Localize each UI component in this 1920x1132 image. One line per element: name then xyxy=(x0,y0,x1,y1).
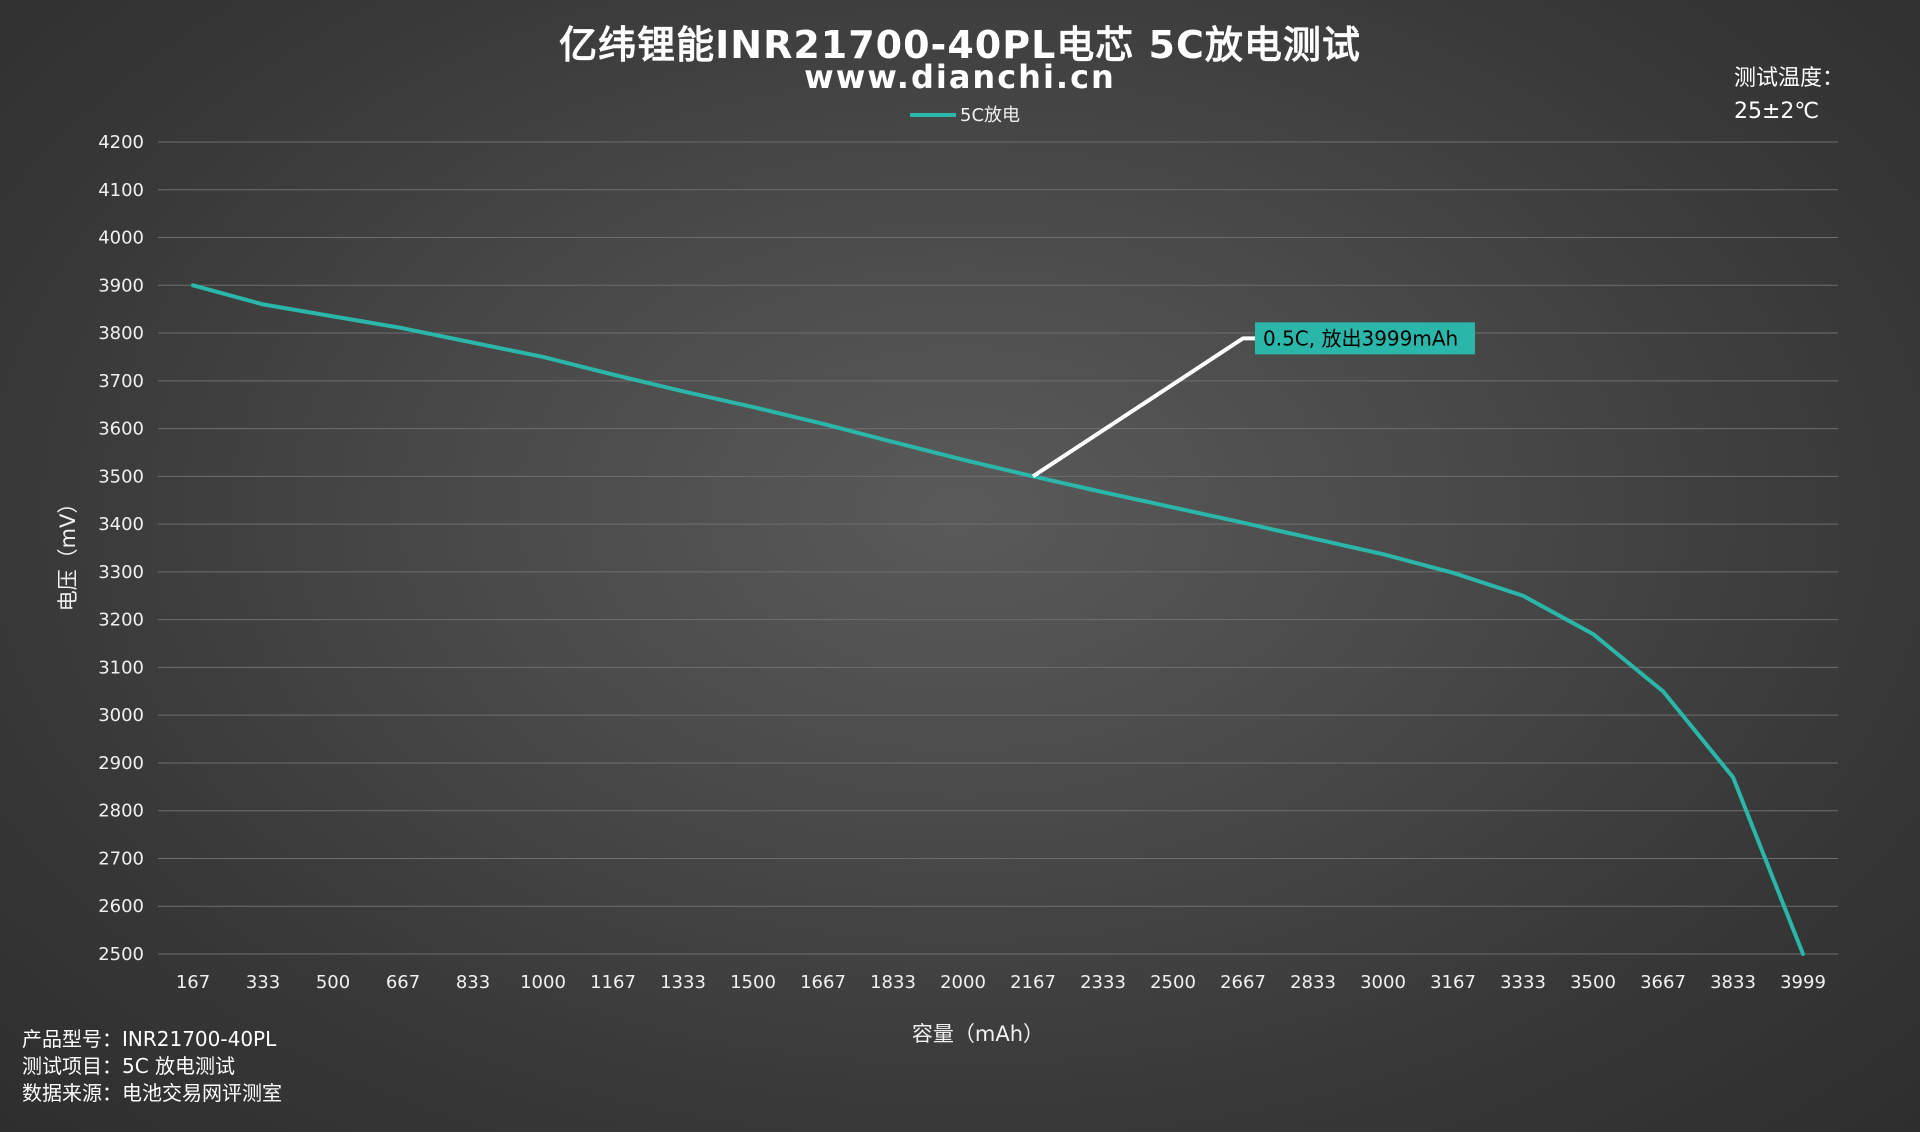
x-tick-label: 167 xyxy=(176,972,210,993)
x-tick-label: 3999 xyxy=(1780,972,1826,993)
x-tick-label: 3500 xyxy=(1570,972,1616,993)
legend-label: 5C放电 xyxy=(960,105,1020,126)
y-axis-title: 电压（mV） xyxy=(56,493,80,612)
x-tick-label: 2000 xyxy=(940,972,986,993)
y-tick-label: 2800 xyxy=(98,801,144,822)
x-tick-label: 2167 xyxy=(1010,972,1056,993)
x-tick-label: 3333 xyxy=(1500,972,1546,993)
grid-lines xyxy=(158,141,1838,955)
chart-title: 亿纬锂能INR21700-40PL电芯 5C放电测试 xyxy=(559,23,1361,67)
y-tick-label: 2700 xyxy=(98,848,144,869)
annotation-box xyxy=(1255,322,1475,355)
y-tick-label: 3400 xyxy=(98,514,144,535)
chart-subtitle: www.dianchi.cn xyxy=(804,58,1116,96)
x-tick-label: 1500 xyxy=(730,972,776,993)
x-tick-label: 2667 xyxy=(1220,972,1266,993)
y-tick-label: 4100 xyxy=(98,180,144,201)
y-tick-label: 3500 xyxy=(98,466,144,487)
x-tick-label: 1667 xyxy=(800,972,846,993)
temperature-label: 测试温度： xyxy=(1733,66,1844,91)
y-axis-ticks: 2500 2600 2700 2800 2900 3000 3100 3200 3300 3400… xyxy=(98,132,144,965)
x-tick-label: 1167 xyxy=(590,972,636,993)
temperature-note: 测试温度： 25±2℃ xyxy=(1734,62,1844,128)
y-tick-label: 2600 xyxy=(98,896,144,917)
footer-data-source: 数据来源：电池交易网评测室 xyxy=(22,1081,282,1105)
x-tick-label: 1000 xyxy=(520,972,566,993)
y-tick-label: 3200 xyxy=(98,610,144,631)
y-tick-label: 3000 xyxy=(98,705,144,726)
footer-info: 产品型号：INR21700-40PL 测试项目：5C 放电测试 数据来源：电池交… xyxy=(22,1026,282,1107)
x-tick-label: 2333 xyxy=(1080,972,1126,993)
y-tick-label: 4000 xyxy=(98,228,144,249)
x-tick-label: 500 xyxy=(316,972,350,993)
y-tick-label: 3900 xyxy=(98,275,144,296)
x-tick-label: 2833 xyxy=(1290,972,1336,993)
y-tick-label: 3800 xyxy=(98,323,144,344)
x-tick-label: 3833 xyxy=(1710,972,1756,993)
annotation-layer: 0.5C, 放出3999mAh xyxy=(1031,322,1475,479)
y-tick-label: 3100 xyxy=(98,657,144,678)
x-tick-label: 667 xyxy=(386,972,420,993)
x-tick-label: 333 xyxy=(246,972,280,993)
x-tick-label: 833 xyxy=(456,972,490,993)
series-layer xyxy=(191,283,1805,956)
x-tick-label: 3167 xyxy=(1430,972,1476,993)
y-tick-label: 3700 xyxy=(98,371,144,392)
x-tick-label: 1833 xyxy=(870,972,916,993)
footer-test-item: 测试项目：5C 放电测试 xyxy=(22,1054,236,1078)
footer-product-model: 产品型号：INR21700-40PL xyxy=(22,1027,277,1051)
series-line xyxy=(191,283,1805,956)
y-tick-label: 3600 xyxy=(98,419,144,440)
x-axis-title: 容量（mAh） xyxy=(912,1022,1044,1046)
y-tick-label: 2500 xyxy=(98,944,144,965)
temperature-value: 25±2℃ xyxy=(1733,99,1820,124)
x-tick-label: 1333 xyxy=(660,972,706,993)
x-tick-label: 2500 xyxy=(1150,972,1196,993)
x-tick-label: 3000 xyxy=(1360,972,1406,993)
y-tick-label: 2900 xyxy=(98,753,144,774)
annotation-label: 0.5C, 放出3999mAh xyxy=(1263,326,1458,350)
annotation-leader-line xyxy=(1031,336,1255,479)
y-tick-label: 4200 xyxy=(98,132,144,153)
x-axis-ticks: 167 333 500 667 833 1000 1167 1333 1500 1667 1833 2… xyxy=(176,972,1826,993)
legend: 5C放电 xyxy=(910,105,1020,126)
y-tick-label: 3300 xyxy=(98,562,144,583)
x-tick-label: 3667 xyxy=(1640,972,1686,993)
